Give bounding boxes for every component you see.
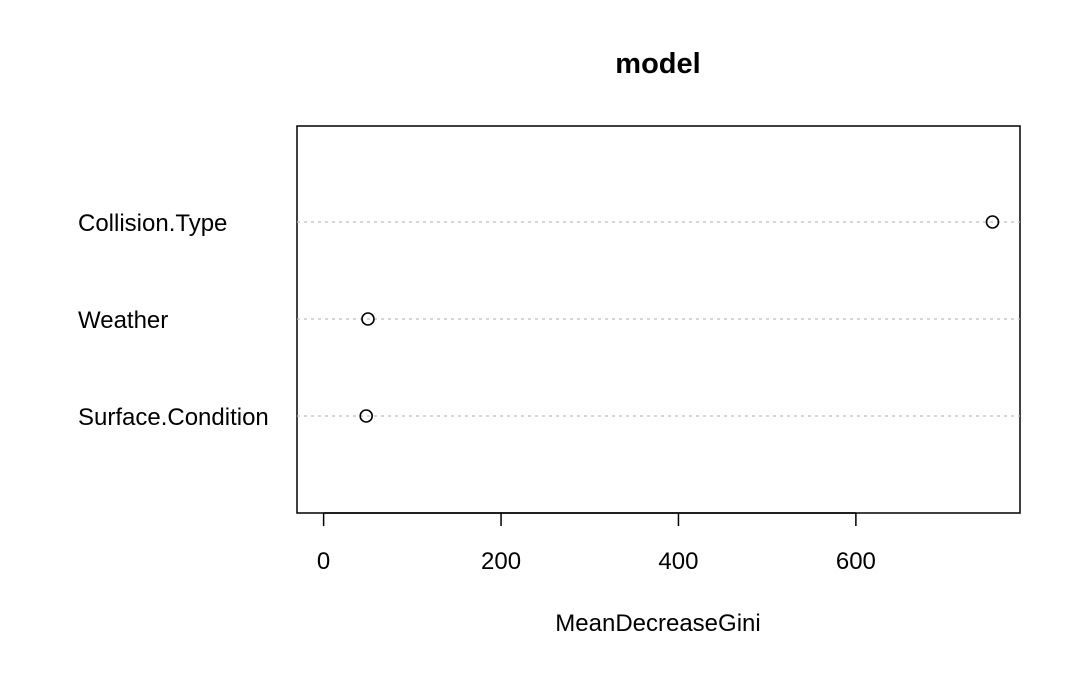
- category-labels: Surface.Condition Weather Collision.Type: [78, 210, 269, 431]
- x-tick-label: 200: [481, 548, 521, 575]
- x-tick-label: 0: [317, 548, 330, 575]
- category-label: Collision.Type: [78, 210, 227, 237]
- plot-frame: [296, 125, 1021, 514]
- chart-title: model: [615, 48, 700, 80]
- data-point: [361, 312, 375, 326]
- category-label: Surface.Condition: [78, 404, 269, 431]
- x-axis-label: MeanDecreaseGini: [555, 610, 760, 637]
- category-label: Weather: [78, 307, 168, 334]
- data-points: [359, 215, 1000, 423]
- x-tick-label: 400: [658, 548, 698, 575]
- data-point: [985, 215, 1000, 229]
- guide-lines: [297, 221, 1020, 417]
- data-point: [359, 409, 373, 423]
- x-axis: 0 200 400 600: [317, 512, 876, 575]
- x-tick-label: 600: [836, 548, 876, 575]
